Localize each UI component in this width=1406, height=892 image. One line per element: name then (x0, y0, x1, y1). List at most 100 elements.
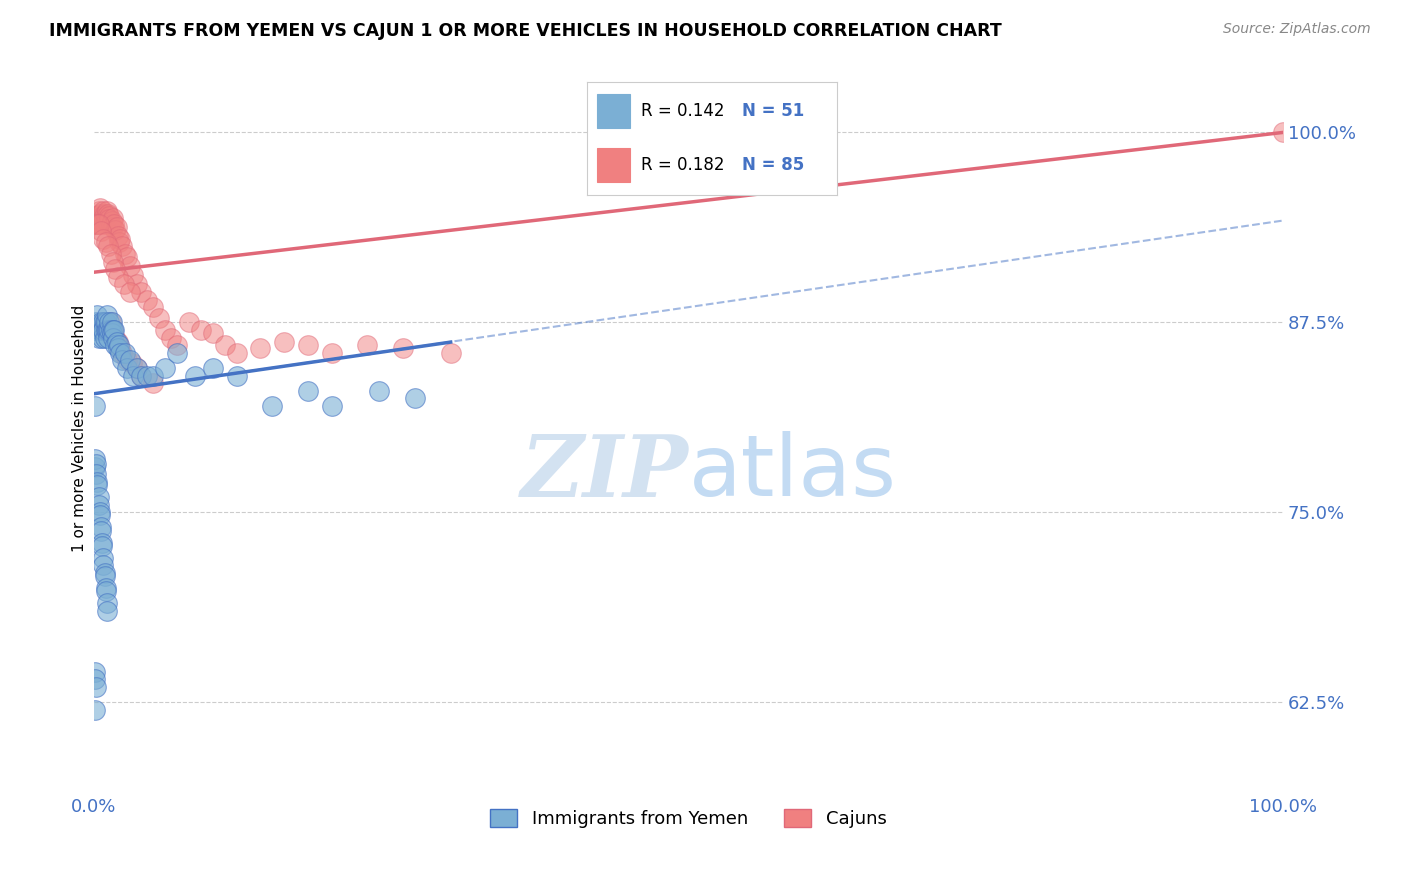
Point (131, 285, 153, 299)
Point (100, 217, 122, 231)
Point (111, 353, 134, 368)
Point (108, 345, 131, 359)
Point (93, 330, 115, 344)
Point (87, 217, 110, 231)
Point (142, 300, 165, 314)
Point (321, 399, 343, 413)
Point (84, 680, 107, 694)
Point (1272, 125, 1295, 139)
Point (86, 478, 108, 492)
Point (84, 323, 107, 337)
Point (93, 558, 115, 573)
Point (90, 520, 112, 534)
Point (91, 215, 114, 229)
Point (440, 345, 463, 359)
Point (96, 323, 118, 337)
Point (100, 315, 122, 329)
Point (262, 399, 284, 413)
Point (93, 204, 115, 219)
Point (225, 368, 247, 383)
Point (84, 217, 107, 231)
Point (84, 459, 107, 474)
Point (101, 323, 124, 337)
Point (84, 217, 107, 231)
Point (91, 535, 114, 549)
Text: Source: ZipAtlas.com: Source: ZipAtlas.com (1223, 22, 1371, 37)
Point (111, 345, 134, 359)
Point (89, 207, 111, 221)
Point (89, 323, 111, 337)
Point (297, 338, 319, 352)
Point (297, 384, 319, 398)
Point (273, 335, 295, 350)
Point (100, 213, 122, 227)
Point (84, 452, 107, 467)
Point (201, 360, 224, 375)
Point (87, 498, 110, 512)
Text: ZIP: ZIP (520, 431, 689, 514)
Point (97, 323, 120, 337)
Point (94, 213, 117, 227)
Point (90, 224, 112, 238)
Point (108, 341, 131, 355)
Text: atlas: atlas (689, 431, 897, 514)
Point (121, 356, 143, 370)
Point (98, 212, 121, 227)
Point (118, 285, 141, 299)
Point (96, 596, 118, 610)
Point (97, 215, 120, 229)
Point (105, 335, 128, 350)
Point (101, 219, 124, 234)
Point (101, 330, 124, 344)
Point (114, 345, 136, 359)
Point (84, 457, 107, 471)
Point (108, 232, 131, 246)
Point (94, 323, 117, 337)
Point (97, 207, 120, 221)
Point (142, 368, 165, 383)
Point (98, 209, 121, 223)
Point (392, 341, 415, 355)
Point (103, 217, 125, 231)
Point (84, 209, 107, 223)
Point (214, 338, 236, 352)
Point (93, 323, 115, 337)
Point (94, 584, 117, 599)
Point (87, 204, 110, 219)
Point (86, 217, 108, 231)
Point (125, 277, 148, 292)
Point (177, 315, 200, 329)
Point (93, 550, 115, 565)
Point (93, 569, 115, 583)
Point (125, 360, 148, 375)
Point (131, 368, 153, 383)
Point (368, 384, 391, 398)
Point (115, 353, 138, 368)
Point (225, 345, 247, 359)
Point (96, 212, 118, 227)
Point (94, 315, 117, 329)
Point (97, 326, 120, 340)
Point (104, 262, 127, 277)
Point (97, 239, 120, 253)
Point (84, 467, 107, 482)
Point (155, 323, 177, 337)
Point (190, 323, 212, 337)
Point (100, 247, 122, 261)
Point (160, 330, 183, 344)
Point (321, 345, 343, 359)
Point (84, 665, 107, 679)
Point (107, 269, 129, 284)
Point (84, 399, 107, 413)
Point (104, 222, 127, 236)
Point (90, 524, 112, 538)
Point (249, 341, 271, 355)
Point (91, 539, 114, 553)
Point (122, 368, 145, 383)
Point (89, 505, 111, 519)
Point (103, 323, 125, 337)
Point (84, 315, 107, 329)
Point (93, 232, 115, 246)
Point (104, 338, 127, 352)
Text: IMMIGRANTS FROM YEMEN VS CAJUN 1 OR MORE VEHICLES IN HOUSEHOLD CORRELATION CHART: IMMIGRANTS FROM YEMEN VS CAJUN 1 OR MORE… (49, 22, 1002, 40)
